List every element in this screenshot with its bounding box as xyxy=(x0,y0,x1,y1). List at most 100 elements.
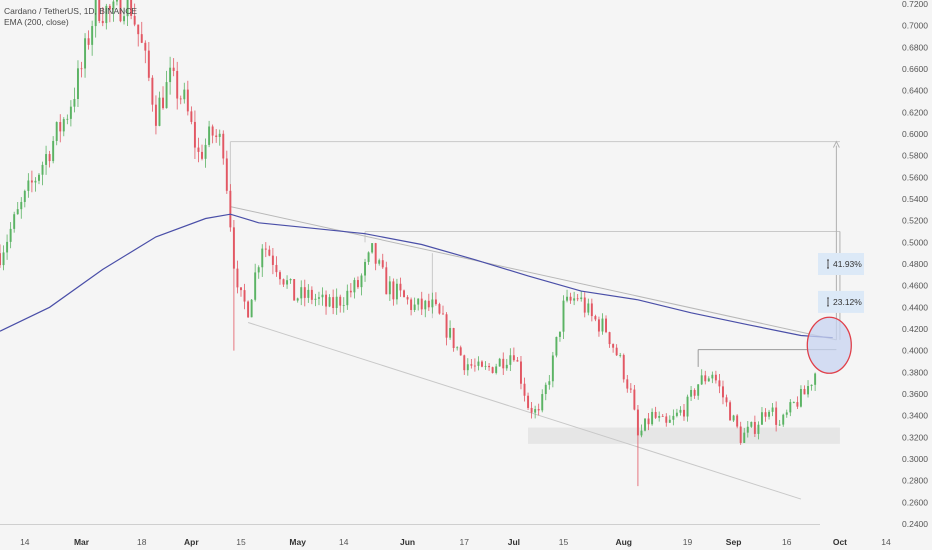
candle xyxy=(289,278,292,284)
candle-body xyxy=(346,290,349,306)
candle-body xyxy=(247,301,250,318)
candle xyxy=(349,283,352,298)
candle-body xyxy=(349,290,352,293)
candle xyxy=(459,345,462,356)
candle xyxy=(803,385,806,395)
candle-body xyxy=(271,255,274,265)
candle xyxy=(417,298,420,311)
candle xyxy=(711,371,714,384)
candle-body xyxy=(573,298,576,301)
candle xyxy=(201,144,203,161)
candle xyxy=(587,298,590,316)
candle xyxy=(576,293,579,302)
candle-body xyxy=(335,296,338,309)
candle xyxy=(264,242,267,258)
candle xyxy=(268,245,271,257)
candle xyxy=(509,348,512,372)
candle xyxy=(339,294,342,313)
candle-body xyxy=(654,411,657,418)
candle xyxy=(342,297,345,313)
candle-body xyxy=(714,374,717,381)
candle xyxy=(622,353,625,383)
candle xyxy=(626,374,629,393)
candle xyxy=(346,284,349,310)
candle xyxy=(84,33,87,78)
candle-body xyxy=(498,358,501,367)
candle-body xyxy=(87,38,90,45)
candle-body xyxy=(374,243,377,264)
candle-body xyxy=(236,268,239,288)
candle-body xyxy=(555,336,558,356)
candle xyxy=(644,418,646,432)
candle xyxy=(300,280,303,306)
candle-body xyxy=(201,151,203,159)
candle xyxy=(665,413,668,427)
candle-body xyxy=(367,252,370,262)
candle-body xyxy=(636,409,639,436)
candle xyxy=(573,291,576,306)
breakout-highlight-circle xyxy=(806,316,852,374)
candle-body xyxy=(626,379,629,389)
candle-body xyxy=(449,328,452,338)
candle-body xyxy=(218,133,221,137)
candle xyxy=(190,106,193,125)
candle xyxy=(186,80,189,116)
candle-body xyxy=(743,432,746,443)
candle xyxy=(725,394,728,407)
candle xyxy=(13,211,16,233)
candle-body xyxy=(94,0,97,27)
x-tick-label: Oct xyxy=(833,537,847,547)
candle xyxy=(473,358,476,372)
candle xyxy=(94,0,97,38)
candle-body xyxy=(243,290,246,302)
candle xyxy=(583,292,586,318)
candle xyxy=(317,291,320,306)
candle xyxy=(640,424,643,438)
candle xyxy=(367,251,370,265)
candle-body xyxy=(48,154,51,162)
candle xyxy=(236,260,239,294)
candle xyxy=(119,0,122,23)
candle xyxy=(130,0,133,20)
candle xyxy=(293,278,296,301)
candle-body xyxy=(55,122,58,141)
candle xyxy=(279,270,281,285)
candle-body xyxy=(144,42,147,51)
candle-body xyxy=(303,287,306,298)
candle xyxy=(73,87,76,113)
candle xyxy=(126,0,129,26)
candle-body xyxy=(456,347,459,349)
candle xyxy=(147,42,150,82)
candle-body xyxy=(30,180,33,183)
candle xyxy=(789,399,792,417)
candle-body xyxy=(296,298,299,301)
candle-body xyxy=(807,386,810,395)
candle xyxy=(364,258,367,282)
candle-body xyxy=(123,16,126,22)
candle xyxy=(530,401,533,419)
candle-body xyxy=(23,190,26,202)
candle xyxy=(778,419,781,426)
candle xyxy=(562,295,565,339)
candle-body xyxy=(473,365,476,367)
ema-200-line xyxy=(0,213,833,339)
candle-body xyxy=(41,164,44,175)
candle xyxy=(775,401,778,432)
candle-body xyxy=(34,180,37,183)
candle-body xyxy=(452,328,455,349)
measure-label-text: 23.12% xyxy=(833,297,862,307)
candle-body xyxy=(729,402,732,421)
candle-body xyxy=(420,298,423,310)
candle xyxy=(654,406,657,420)
measure-range-icon xyxy=(827,259,829,269)
candle xyxy=(271,247,274,275)
candle xyxy=(101,7,104,27)
candle xyxy=(48,150,51,168)
candle-body xyxy=(119,0,122,22)
candle-body xyxy=(803,388,806,395)
candle-body xyxy=(690,389,693,397)
candle xyxy=(498,357,501,367)
candle-body xyxy=(190,111,193,122)
candle xyxy=(222,130,225,165)
